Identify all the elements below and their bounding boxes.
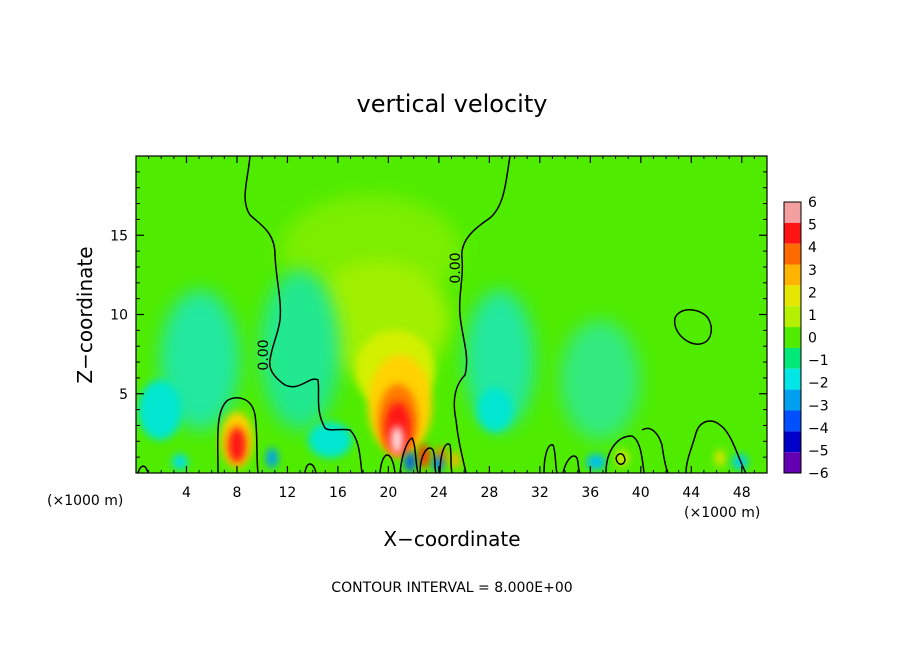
x-tick-label: 24 — [430, 485, 448, 501]
contour-left-plume — [244, 156, 363, 473]
contour-small-9 — [605, 435, 645, 473]
x-tick-label: 12 — [279, 485, 297, 501]
x-tick-label: 8 — [232, 485, 241, 501]
y-axis-ticks: 5 10 15 — [110, 171, 767, 458]
field-down-left2 — [138, 380, 182, 440]
contour-small-6 — [439, 443, 453, 473]
colorbar-swatch — [784, 222, 801, 244]
colorbar-label: 5 — [808, 218, 817, 234]
colorbar-label: −2 — [808, 376, 829, 392]
x-tick-label: 4 — [182, 485, 191, 501]
x-tick-label: 16 — [329, 485, 347, 501]
field-down-far-right — [560, 320, 640, 440]
x-unit-right: (×1000 m) — [684, 505, 760, 521]
contour-left-bump — [216, 397, 259, 473]
heatmap-field — [138, 195, 748, 472]
zero-contours — [137, 156, 747, 473]
downdraft-core-1 — [266, 448, 278, 468]
colorbar-label: −4 — [808, 421, 829, 437]
colorbar-label: −1 — [808, 353, 829, 369]
colorbar-swatch — [784, 202, 801, 223]
updraft-small-5 — [715, 450, 725, 466]
colorbar: 6 5 4 3 2 1 0 −1 −2 −3 −4 −5 −6 — [783, 195, 829, 482]
contour-small-2 — [304, 463, 317, 473]
contour-ring — [673, 309, 713, 345]
x-tick-label: 44 — [682, 485, 700, 501]
colorbar-swatch — [784, 347, 801, 369]
colorbar-label: 3 — [808, 263, 817, 279]
downdraft-core-6 — [172, 454, 188, 470]
downdraft-core-4 — [586, 454, 606, 470]
colorbar-label: 2 — [808, 285, 817, 301]
colorbar-swatch — [784, 306, 801, 328]
contour-right-plume — [453, 156, 511, 473]
y-tick-label: 15 — [110, 228, 128, 244]
colorbar-swatch — [784, 264, 801, 286]
colorbar-label: 6 — [808, 195, 817, 211]
updraft-small-3 — [450, 452, 460, 468]
downdraft-core-2 — [405, 452, 415, 472]
colorbar-swatch — [784, 368, 801, 390]
colorbar-label: 4 — [808, 240, 817, 256]
colorbar-frame — [783, 201, 802, 474]
x-tick-label: 36 — [581, 485, 599, 501]
colorbar-swatch — [784, 243, 801, 265]
contour-interval-note: CONTOUR INTERVAL = 8.000E+00 — [331, 580, 572, 596]
x-axis-ticks: 4 8 12 16 20 24 28 32 36 40 44 48 — [148, 156, 755, 501]
contour-small-1 — [137, 465, 149, 473]
chart-title: vertical velocity — [357, 90, 548, 118]
colorbar-label: 1 — [808, 308, 817, 324]
colorbar-swatch — [784, 327, 801, 348]
x-tick-label: 20 — [379, 485, 397, 501]
plot-area: 0.00 0.00 — [136, 156, 767, 473]
field-down-right2 — [477, 388, 513, 432]
colorbar-label: −3 — [808, 398, 829, 414]
x-tick-label: 48 — [733, 485, 751, 501]
colorbar-swatch — [784, 431, 801, 453]
contour-small-10 — [615, 453, 626, 465]
x-unit-left: (×1000 m) — [47, 493, 123, 509]
colorbar-label: −5 — [808, 443, 829, 459]
updraft-left-red — [228, 427, 246, 463]
field-down-mid2 — [308, 422, 352, 458]
x-tick-label: 40 — [632, 485, 650, 501]
x-tick-label: 28 — [480, 485, 498, 501]
contour-small-5 — [419, 447, 437, 473]
y-axis-title: Z−coordinate — [73, 246, 97, 383]
colorbar-label: 0 — [808, 331, 817, 347]
downdraft-core-5 — [732, 454, 748, 470]
colorbar-swatch — [784, 389, 801, 411]
contour-small-4 — [399, 437, 419, 473]
y-tick-label: 10 — [110, 308, 128, 324]
colorbar-swatch — [784, 452, 801, 473]
field-down-left — [160, 290, 240, 430]
contour-small-8 — [562, 455, 581, 473]
contour-label-left: 0.00 — [256, 339, 272, 370]
contour-small-7 — [543, 444, 558, 473]
contour-label-right: 0.00 — [448, 252, 464, 283]
colorbar-swatch — [784, 285, 801, 307]
contour-small-12 — [685, 420, 747, 473]
y-tick-label: 5 — [119, 387, 128, 403]
x-tick-label: 32 — [531, 485, 549, 501]
updraft-core — [391, 426, 403, 454]
x-axis-title: X−coordinate — [383, 527, 520, 551]
colorbar-swatch — [784, 410, 801, 432]
colorbar-label: −6 — [808, 466, 829, 482]
contour-small-3 — [379, 454, 396, 473]
contour-small-11 — [641, 427, 669, 473]
